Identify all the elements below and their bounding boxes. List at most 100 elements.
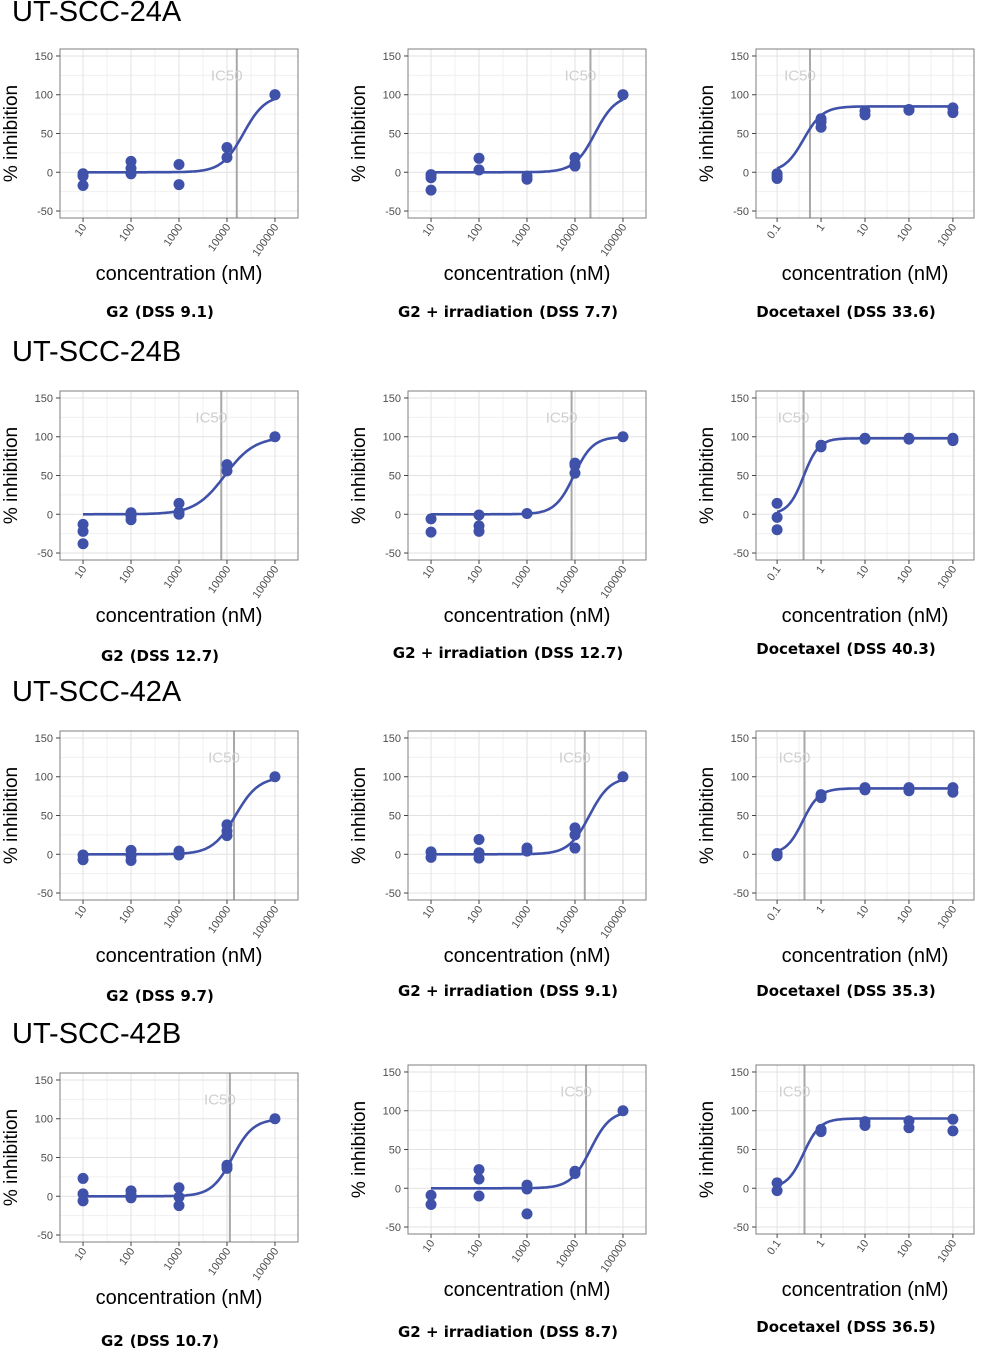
data-point: [947, 1125, 959, 1137]
data-point: [859, 1119, 871, 1131]
ic50-label: IC50: [778, 409, 810, 426]
x-axis-title: concentration (nM): [782, 263, 949, 285]
x-tick-label: 10: [421, 1238, 438, 1255]
data-point: [77, 1172, 89, 1184]
x-tick-label: 100: [895, 564, 915, 586]
x-tick-label: 100: [895, 904, 915, 926]
y-axis-title: % inhibition: [349, 427, 370, 524]
y-axis-title: % inhibition: [697, 767, 718, 864]
x-tick-label: 100: [465, 904, 485, 926]
panel-caption: Docetaxel (DSS 36.5): [696, 1318, 996, 1336]
dss-score: (DSS 12.7): [533, 644, 624, 662]
y-tick-label: 50: [389, 129, 401, 141]
data-point: [269, 1113, 281, 1125]
dose-response-panel: IC50 -50 0 50 100 150 0.1 1 10 100 1000 concentrati…: [696, 1056, 1000, 1356]
x-axis-title: concentration (nM): [96, 1287, 263, 1309]
data-point: [473, 834, 485, 846]
dss-score: (DSS 9.1): [539, 982, 618, 1000]
y-tick-label: -50: [385, 888, 401, 900]
y-tick-label: 50: [737, 811, 749, 823]
y-tick-label: 150: [383, 733, 401, 745]
x-tick-label: 1000: [510, 222, 534, 249]
panel-caption: G2 + irradiation (DSS 7.7): [348, 303, 668, 321]
x-tick-label: 1: [814, 222, 827, 234]
dose-response-chart: IC50 -50 0 50 100 150 10 100 1000 10000 100000 conc…: [1, 1072, 299, 1309]
dose-response-chart: IC50 -50 0 50 100 150 0.1 1 10 100 1000 concentrati…: [697, 48, 975, 285]
dose-response-chart: IC50 -50 0 50 100 150 10 100 1000 10000 100000 conc…: [349, 48, 647, 285]
x-tick-label: 10: [855, 1238, 872, 1255]
panel-caption: G2 (DSS 9.1): [0, 303, 320, 321]
x-tick-label: 100: [117, 904, 137, 926]
y-tick-label: 0: [395, 849, 401, 861]
x-tick-label: 100: [895, 1238, 915, 1260]
x-tick-label: 1000: [510, 904, 534, 931]
panel-caption: G2 (DSS 12.7): [0, 647, 320, 665]
data-point: [173, 849, 185, 861]
y-axis-title: % inhibition: [697, 1101, 718, 1198]
y-tick-label: -50: [733, 206, 749, 218]
y-tick-label: 50: [41, 811, 53, 823]
row-title: UT-SCC-24A: [12, 0, 182, 28]
y-tick-label: 150: [35, 393, 53, 405]
y-tick-label: -50: [733, 888, 749, 900]
dose-response-chart: IC50 -50 0 50 100 150 0.1 1 10 100 1000 concentrati…: [697, 390, 975, 627]
data-point: [125, 854, 137, 866]
drug-name: Docetaxel: [756, 1318, 841, 1336]
data-point: [473, 164, 485, 176]
dss-score: (DSS 9.7): [134, 987, 214, 1005]
drug-name: G2 + irradiation: [397, 1323, 534, 1341]
data-point: [521, 845, 533, 857]
y-tick-label: -50: [733, 548, 749, 560]
y-tick-label: 0: [47, 849, 53, 861]
data-point: [771, 850, 783, 862]
data-point: [173, 179, 185, 191]
dose-response-panel: IC50 -50 0 50 100 150 10 100 1000 10000 100000 conc…: [348, 1056, 678, 1356]
drug-name: G2 + irradiation: [397, 303, 534, 321]
y-tick-label: 150: [731, 393, 749, 405]
drug-name: G2: [100, 647, 124, 665]
x-tick-label: 0.1: [765, 222, 784, 241]
ic50-label: IC50: [211, 67, 243, 84]
data-point: [173, 508, 185, 520]
data-point: [903, 104, 915, 116]
data-point: [569, 1168, 581, 1180]
panel-caption: Docetaxel (DSS 40.3): [696, 640, 996, 658]
data-point: [617, 431, 629, 443]
drug-name: G2 + irradiation: [397, 982, 534, 1000]
row-title: UT-SCC-42A: [12, 676, 182, 708]
dss-score: (DSS 33.6): [846, 303, 936, 321]
ic50-label: IC50: [560, 1083, 592, 1100]
data-point: [569, 459, 581, 471]
data-point: [269, 89, 281, 101]
data-point: [617, 89, 629, 101]
y-tick-label: 100: [731, 90, 749, 102]
x-tick-label: 100000: [599, 222, 630, 259]
ic50-label: IC50: [784, 67, 816, 84]
data-point: [617, 1105, 629, 1117]
data-point: [125, 168, 137, 180]
y-axis-title: % inhibition: [1, 85, 22, 182]
dose-response-panel: IC50 -50 0 50 100 150 0.1 1 10 100 1000 concentrati…: [696, 40, 1000, 340]
dose-response-chart: IC50 -50 0 50 100 150 0.1 1 10 100 1000 concentrati…: [697, 730, 975, 967]
data-point: [815, 792, 827, 804]
panel-caption: G2 + irradiation (DSS 12.7): [348, 644, 668, 662]
y-tick-label: 100: [731, 772, 749, 784]
y-tick-label: -50: [37, 548, 53, 560]
data-point: [617, 771, 629, 783]
x-tick-label: 1000: [162, 564, 186, 591]
dose-response-panel: IC50 -50 0 50 100 150 0.1 1 10 100 1000 concentrati…: [696, 382, 1000, 682]
x-axis-title: concentration (nM): [96, 605, 263, 627]
dss-score: (DSS 10.7): [129, 1332, 220, 1350]
ic50-label: IC50: [779, 749, 811, 766]
drug-name: G2: [100, 1332, 124, 1350]
x-tick-label: 100: [117, 564, 137, 586]
x-tick-label: 100: [117, 1246, 137, 1268]
x-axis-title: concentration (nM): [444, 1279, 611, 1301]
x-tick-label: 10: [73, 222, 90, 239]
data-point: [859, 433, 871, 445]
x-tick-label: 1000: [162, 1246, 186, 1273]
x-tick-label: 100: [465, 564, 485, 586]
data-point: [771, 524, 783, 536]
data-point: [425, 172, 437, 184]
